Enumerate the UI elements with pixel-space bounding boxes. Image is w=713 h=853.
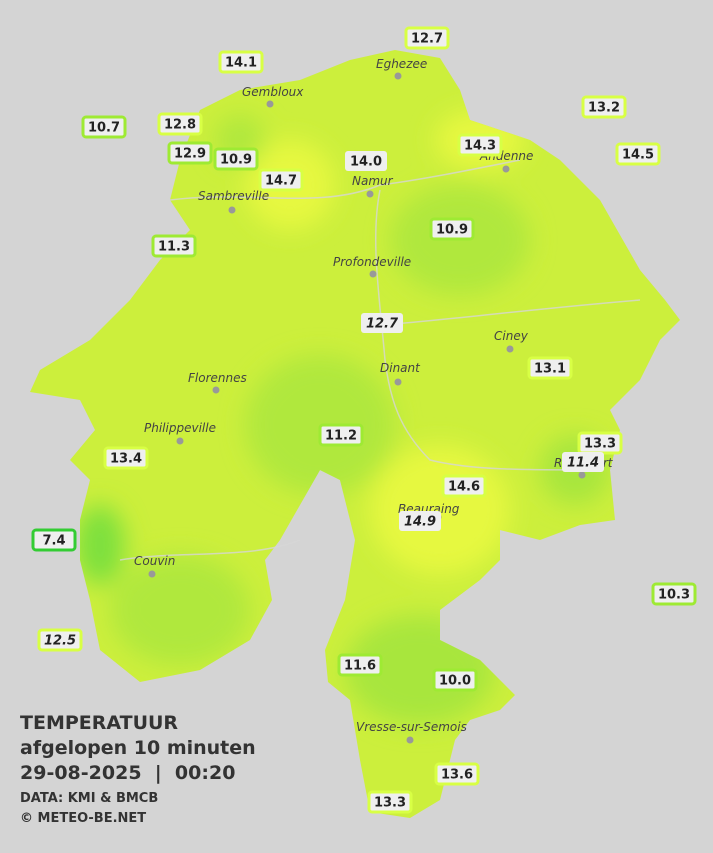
- city-dot: [369, 270, 377, 278]
- city-label: Eghezee: [376, 57, 427, 71]
- city-label: Profondeville: [333, 255, 411, 269]
- city-label: Sambreville: [198, 189, 269, 203]
- station-value: 12.5: [44, 634, 76, 649]
- station-box: [37, 628, 83, 652]
- city-label: Gembloux: [242, 85, 304, 99]
- city-dot: [366, 190, 374, 198]
- station-box: [345, 151, 387, 171]
- station-box: [457, 133, 503, 157]
- station-box: [318, 423, 364, 447]
- city-dot: [148, 570, 156, 578]
- station-box: [432, 668, 478, 692]
- city-label: Philippeville: [144, 421, 216, 435]
- city-dot: [176, 437, 184, 445]
- station-box: [31, 528, 77, 552]
- station-value: 13.1: [534, 362, 566, 377]
- station-box: [167, 141, 213, 165]
- station-value: 13.6: [441, 768, 473, 783]
- station-box: [399, 511, 441, 531]
- city-dot: [394, 378, 402, 386]
- station-value: 13.3: [374, 796, 406, 811]
- station-value: 14.3: [464, 139, 496, 154]
- station-value: 10.9: [436, 223, 468, 238]
- station-box: [429, 217, 475, 241]
- station-value: 12.7: [366, 317, 399, 332]
- station-box: [157, 112, 203, 136]
- station-value: 14.9: [404, 515, 436, 530]
- station-value: 14.1: [225, 56, 257, 71]
- legend-title: TEMPERATUUR: [20, 712, 179, 734]
- legend-credit: © METEO-BE.NET: [20, 811, 147, 826]
- station-value: 10.3: [658, 588, 690, 603]
- station-box: [337, 653, 383, 677]
- station-box: [361, 313, 403, 333]
- station-value: 13.3: [584, 437, 616, 452]
- city-label: Couvin: [134, 554, 175, 568]
- station-box: [151, 234, 197, 258]
- station-value: 14.6: [448, 480, 480, 495]
- station-box: [562, 452, 604, 472]
- station-value: 10.9: [220, 153, 252, 168]
- station-box: [404, 26, 450, 50]
- station-value: 12.7: [411, 32, 443, 47]
- station-value: 12.9: [174, 147, 206, 162]
- station-value: 14.0: [350, 155, 382, 170]
- station-value: 14.7: [265, 174, 297, 189]
- station-box: [615, 142, 661, 166]
- station-value: 11.4: [567, 456, 599, 471]
- station-box: [434, 762, 480, 786]
- station-box: [527, 356, 573, 380]
- city-label: Ciney: [494, 329, 529, 343]
- station-box: [441, 474, 487, 498]
- city-dot: [406, 736, 414, 744]
- station-box: [213, 147, 259, 171]
- station-value: 14.5: [622, 148, 654, 163]
- station-value: 13.4: [110, 452, 142, 467]
- city-label: Namur: [352, 174, 394, 188]
- city-dot: [394, 72, 402, 80]
- city-dot: [502, 165, 510, 173]
- station-value: 10.0: [439, 674, 471, 689]
- rivers: [119, 159, 641, 561]
- city-label: Vresse-sur-Semois: [356, 720, 467, 734]
- legend-source: DATA: KMI & BMCB: [20, 791, 159, 806]
- city-label: Florennes: [188, 371, 247, 385]
- station-box: [367, 790, 413, 814]
- station-box: [258, 168, 304, 192]
- station-value: 11.6: [344, 659, 376, 674]
- station-box: [81, 115, 127, 139]
- city-dot: [212, 386, 220, 394]
- city-dot: [506, 345, 514, 353]
- city-dot: [266, 100, 274, 108]
- station-value: 12.8: [164, 118, 196, 133]
- city-dot: [578, 471, 586, 479]
- city-dot: [228, 206, 236, 214]
- station-box: [103, 446, 149, 470]
- city-label: Dinant: [380, 361, 421, 375]
- station-value: 11.3: [158, 240, 190, 255]
- station-value: 11.2: [325, 429, 357, 444]
- station-box: [651, 582, 697, 606]
- station-box: [218, 50, 264, 74]
- legend-subtitle: afgelopen 10 minuten: [20, 737, 256, 759]
- station-value: 10.7: [88, 121, 120, 136]
- legend-datetime: 29-08-2025 | 00:20: [20, 762, 236, 784]
- station-value: 7.4: [42, 534, 65, 549]
- station-box: [581, 95, 627, 119]
- station-value: 13.2: [588, 101, 620, 116]
